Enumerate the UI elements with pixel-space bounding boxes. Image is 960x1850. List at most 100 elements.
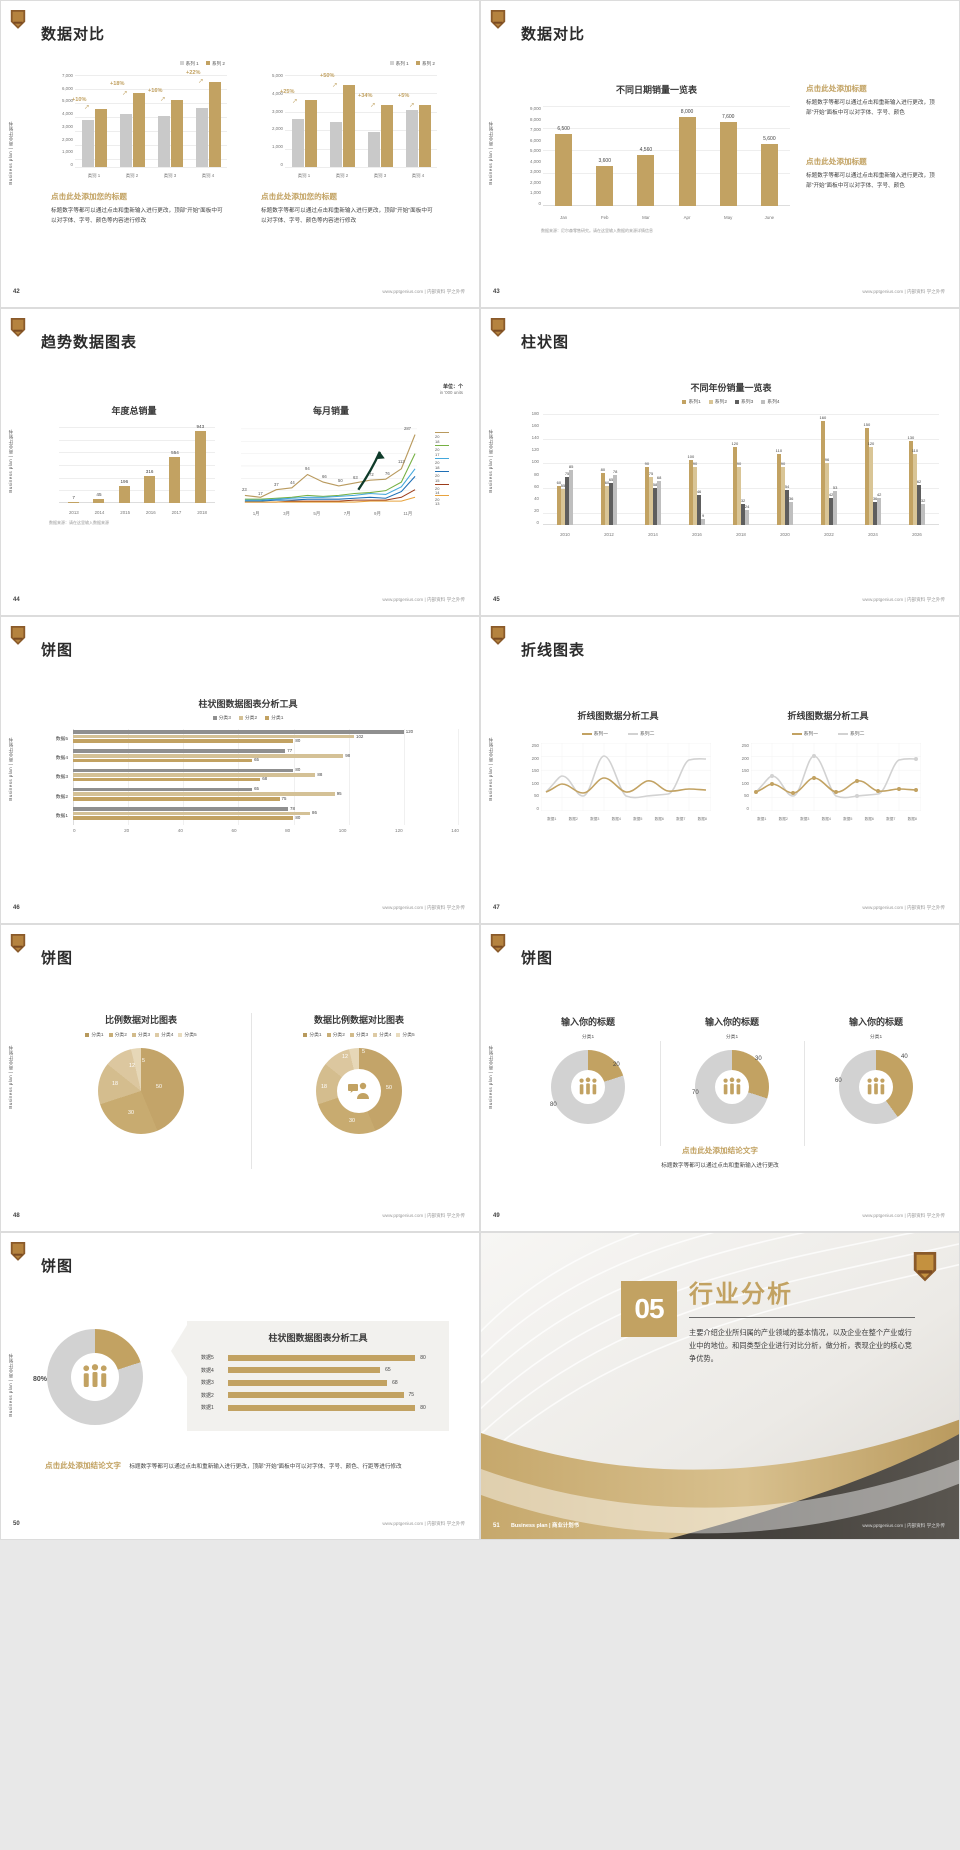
donut-card-2: 输入你的标题 分类1 30 70 bbox=[665, 1015, 799, 1146]
chart-annual-sales: 年度总销量 7 45 196 316 554 9 bbox=[49, 404, 219, 526]
block-heading: 点击此处添加您的标题 bbox=[261, 192, 337, 201]
series-end-labels: 20 18 20 17 20 18 20 15 20 14 20 13 bbox=[427, 427, 453, 506]
slide-grid: Business plan | 商业计划书 数据对比 系列 1 系列 2 7,0… bbox=[0, 0, 960, 1540]
x-axis: 数据1 数据2 数据3 数据4 数据5 数据6 数据7 数据8 bbox=[757, 817, 917, 821]
donut-rest-label: 60 bbox=[835, 1078, 842, 1084]
growth-arrow-icon: ➚ bbox=[332, 82, 338, 89]
page-number: 42 bbox=[13, 289, 20, 295]
background-swirls bbox=[481, 1233, 959, 1539]
people-icon bbox=[867, 1077, 885, 1095]
donut-card-3: 输入你的标题 分类1 40 60 bbox=[809, 1015, 943, 1146]
text-block-a: 点击此处添加标题 标题数字等都可以通过点击和重新输入进行更改，顶部“开始”面板中… bbox=[806, 83, 946, 119]
slide-51: 05 行业分析 主要介绍企业所归属的产业领域的基本情况，以及企业在整个产业或行业… bbox=[480, 1232, 960, 1540]
crest-logo-icon bbox=[10, 1242, 26, 1261]
bar-group-a: +10% ➚ +18% ➚ +16% ➚ +22% ➚ bbox=[72, 70, 227, 167]
section-body: 主要介绍企业所归属的产业领域的基本情况，以及企业在整个产业或行业中的地位。和同类… bbox=[689, 1327, 912, 1364]
chart-legend: 系列一 系列二 bbox=[733, 730, 923, 737]
people-icon bbox=[723, 1077, 741, 1095]
text-block-b: 点击此处添加您的标题 标题数字等都可以通过点击和重新输入进行更改，顶部“开始”面… bbox=[261, 191, 436, 227]
x-axis: 2013 2014 2015 2016 2017 2018 bbox=[68, 510, 207, 515]
slide-46: Business plan | 商业计划书 饼图 柱状图数据图表分析工具 分类3… bbox=[0, 616, 480, 924]
unit-note: 单位：个 in '000 units bbox=[439, 384, 463, 395]
analysis-panel: 柱状图数据图表分析工具 数据5 80 数据4 65 数据3 68 bbox=[187, 1321, 449, 1431]
page-number: 50 bbox=[13, 1521, 20, 1527]
donut-value-label: 20 bbox=[613, 1062, 620, 1068]
chart-source: 数据来源：尼尔森零售研究。请在这里输入数据的来源详情信息 bbox=[541, 228, 653, 233]
sidebar-vertical-label: Business plan | 商业计划书 bbox=[488, 121, 493, 185]
card-title: 输入你的标题 bbox=[848, 1017, 903, 1027]
donut-value-label: 30 bbox=[755, 1056, 762, 1062]
chart-title: 折线图数据分析工具 bbox=[577, 711, 659, 721]
page-title: 饼图 bbox=[41, 1258, 74, 1275]
slide-48: Business plan | 商业计划书 饼图 比例数据对比图表 分类1 分类… bbox=[0, 924, 480, 1232]
y-axis-a: 7,000 6,000 5,000 4,000 3,000 2,000 1,000 0 bbox=[62, 73, 73, 167]
footer-url: www.pptgenius.com | 内部资料 学之外传 bbox=[382, 905, 465, 910]
table-row: 77 98 65 bbox=[73, 748, 459, 763]
donut-value-label: 40 bbox=[901, 1054, 908, 1060]
page-number: 44 bbox=[13, 597, 20, 603]
card-legend: 分类1 bbox=[581, 1035, 595, 1040]
chart-title: 柱状图数据图表分析工具 bbox=[198, 699, 298, 709]
list-item: 数据4 65 bbox=[201, 1367, 391, 1374]
chart-title: 数据比例数据对比图表 bbox=[313, 1015, 404, 1025]
text-block-a: 点击此处添加您的标题 标题数字等都可以通过点击和重新输入进行更改，顶部“开始”面… bbox=[51, 191, 226, 227]
line-plot bbox=[541, 743, 711, 811]
page-title: 数据对比 bbox=[41, 26, 106, 43]
page-title: 饼图 bbox=[521, 950, 554, 967]
list-item: 数据2 75 bbox=[201, 1392, 415, 1399]
crest-logo-icon bbox=[490, 318, 506, 337]
sidebar-vertical-label: Business plan | 商业计划书 bbox=[8, 429, 13, 493]
footer-url: www.pptgenius.com | 内部资料 学之外传 bbox=[862, 597, 945, 602]
x-axis: 2010 2012 2014 2016 2018 2020 2022 2024 … bbox=[560, 532, 922, 537]
page-title: 饼图 bbox=[41, 642, 74, 659]
line-plot bbox=[751, 743, 921, 811]
text-block-b: 点击此处添加标题 标题数字等都可以通过点击和重新输入进行更改，顶部“开始”面板中… bbox=[806, 156, 946, 192]
growth-arrow-icon: ➚ bbox=[292, 98, 298, 105]
growth-arrow-icon: ➚ bbox=[160, 96, 166, 103]
chart-line-b: 折线图数据分析工具 系列一 系列二 250 200 150 100 50 0 bbox=[733, 709, 923, 823]
donut-overview: 80% 20% bbox=[33, 1329, 143, 1425]
slide-42: Business plan | 商业计划书 数据对比 系列 1 系列 2 7,0… bbox=[0, 0, 480, 308]
legend-a: 系列 1 系列 2 bbox=[179, 61, 225, 67]
legend-b: 系列 1 系列 2 bbox=[389, 61, 435, 67]
card-legend: 分类1 bbox=[869, 1035, 883, 1040]
chart-title: 不同日期销量一览表 bbox=[615, 85, 697, 95]
crest-logo-icon bbox=[10, 10, 26, 29]
donut-rest-label: 80 bbox=[550, 1102, 557, 1108]
conclusion-heading: 点击此处添加结论文字 bbox=[45, 1461, 121, 1470]
line-plot bbox=[241, 428, 417, 503]
crest-logo-icon bbox=[490, 934, 506, 953]
y-axis: 180 160 140 120 100 80 60 40 20 0 bbox=[531, 411, 539, 525]
conclusion-body: 标题数字等都可以通过点击和重新输入进行更改，顶部“开始”面板中可以对字体、字号、… bbox=[129, 1464, 402, 1470]
page-title: 折线图表 bbox=[521, 642, 586, 659]
table-row: 78 86 80 bbox=[73, 806, 459, 821]
sidebar-vertical-label: Business plan | 商业计划书 bbox=[8, 1045, 13, 1109]
sidebar-vertical-label: Business plan | 商业计划书 bbox=[488, 429, 493, 493]
page-number: 45 bbox=[493, 597, 500, 603]
category-labels: 数据5 数据4 数据3 数据2 数据1 bbox=[55, 737, 68, 819]
callout-pointer bbox=[171, 1325, 187, 1377]
footer-url: www.pptgenius.com | 内部资料 学之外传 bbox=[382, 1213, 465, 1218]
chart-pie: 比例数据对比图表 分类1 分类2 分类3 分类4 分类5 50 30 18 12… bbox=[41, 1013, 241, 1134]
block-body: 标题数字等都可以通过点击和重新输入进行更改，顶部“开始”面板中可以对字体、字号、… bbox=[51, 208, 223, 224]
block-heading: 点击此处添加标题 bbox=[806, 84, 867, 93]
block-body: 标题数字等都可以通过点击和重新输入进行更改，顶部“开始”面板中可以对字体、字号、… bbox=[261, 208, 433, 224]
x-axis: 0 20 40 60 80 100 120 140 bbox=[73, 828, 459, 833]
y-axis: 9,000 8,000 7,000 6,000 5,000 4,000 3,000 2,… bbox=[530, 106, 541, 206]
table-row: 120 102 80 bbox=[73, 729, 459, 744]
chart-series-comparison-a: 系列 1 系列 2 7,000 6,000 5,000 4,000 3,000 2,0… bbox=[49, 61, 231, 181]
x-axis: 1月 3月 5月 7月 9月 11月 bbox=[252, 511, 413, 516]
y-axis-b: 5,000 4,000 3,000 2,000 1,000 0 bbox=[272, 73, 283, 167]
people-icon bbox=[579, 1077, 597, 1095]
growth-arrow-icon: ➚ bbox=[84, 104, 90, 111]
x-axis-a: 类别 1 类别 2 类别 3 类别 4 bbox=[87, 173, 215, 178]
sidebar-vertical-label: Business plan | 商业计划书 bbox=[488, 737, 493, 801]
block-body: 标题数字等都可以通过点击和重新输入进行更改，顶部“开始”面板中可以对字体、字号、… bbox=[806, 100, 935, 116]
footer-url: www.pptgenius.com | 内部资料 学之外传 bbox=[862, 1213, 945, 1218]
block-heading: 点击此处添加您的标题 bbox=[51, 192, 127, 201]
donut-rest-label: 70 bbox=[692, 1090, 699, 1096]
growth-arrow-icon: ➚ bbox=[370, 102, 376, 109]
page-number: 48 bbox=[13, 1213, 20, 1219]
slide-43: Business plan | 商业计划书 数据对比 不同日期销量一览表 9,0… bbox=[480, 0, 960, 308]
presenter-icon bbox=[348, 1082, 369, 1099]
